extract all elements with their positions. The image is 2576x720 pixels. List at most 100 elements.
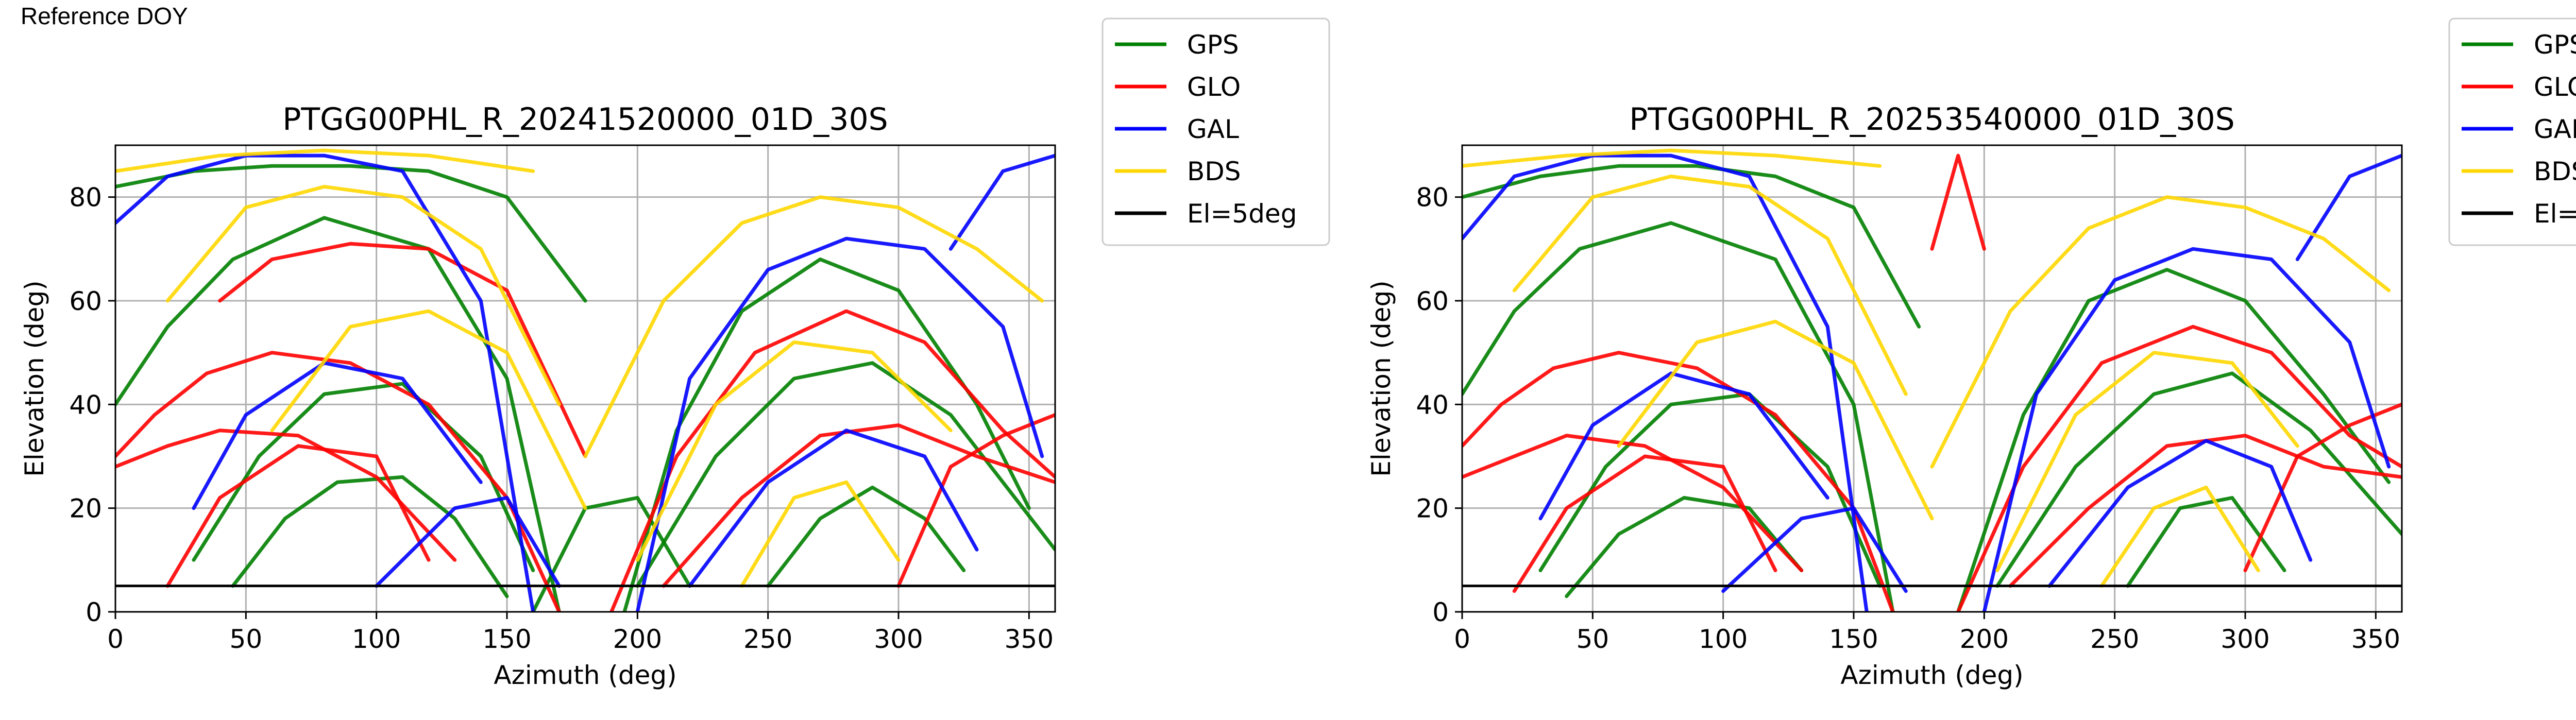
- series-bds-track: [1930, 195, 2391, 469]
- x-tick-label: 300: [2221, 624, 2269, 654]
- x-tick-label: 150: [1829, 624, 1878, 654]
- series-gal-track: [2295, 153, 2402, 261]
- series-bds-track: [583, 195, 1044, 458]
- series-gal-track: [2047, 439, 2313, 588]
- series-bds-track: [270, 309, 587, 510]
- legend-label: GLO: [2534, 72, 2576, 102]
- x-axis-label: Azimuth (deg): [1840, 660, 2023, 690]
- legend-box: [2448, 18, 2576, 246]
- series-bds-track: [1462, 148, 1882, 168]
- series-bds-track: [635, 340, 953, 562]
- series-gps-track: [1462, 164, 1921, 329]
- series-glo-track: [2243, 402, 2402, 572]
- y-tick-label: 20: [69, 494, 102, 524]
- plot-frame: [114, 144, 1056, 613]
- x-tick-label: 150: [482, 624, 531, 654]
- series-glo-track: [218, 242, 587, 458]
- plot-area: [115, 148, 1055, 612]
- series-bds-track: [115, 148, 535, 173]
- chart-title: PTGG00PHL_R_20241520000_01D_30S: [282, 101, 888, 138]
- x-tick-label: 0: [1454, 624, 1470, 654]
- series-gal-track: [115, 153, 535, 612]
- x-tick-label: 250: [743, 624, 792, 654]
- y-tick-label: 40: [1416, 390, 1449, 420]
- series-glo-track: [1512, 454, 1777, 593]
- series-gps-track: [766, 485, 966, 588]
- y-tick-label: 80: [1416, 183, 1449, 213]
- series-gal-track: [375, 496, 561, 588]
- legend: GPS GLO GAL BDS El=5deg: [1101, 18, 1330, 246]
- chart-panel-2: 0 50 100 150 200 250 300 350 0 20 40 60 80 PTGG00PHL_…: [1366, 18, 2576, 690]
- x-tick-label: 250: [2090, 624, 2139, 654]
- legend-label: GPS: [1187, 30, 1239, 60]
- x-tick-label: 50: [230, 624, 263, 654]
- series-bds-track: [740, 480, 901, 588]
- y-tick-label: 0: [1432, 597, 1449, 627]
- series-bds-track: [2099, 485, 2260, 588]
- series-gal-track: [1538, 371, 1829, 521]
- y-tick-label: 80: [69, 183, 102, 213]
- series-glo-track: [115, 351, 561, 612]
- legend-label: GPS: [2534, 30, 2576, 60]
- x-tick-label: 350: [1005, 624, 1054, 654]
- series-gal-track: [1982, 247, 2391, 612]
- series-gps-track: [231, 475, 509, 598]
- reference-doy-label: Reference DOY: [21, 3, 188, 29]
- series-bds-track: [1617, 319, 1934, 521]
- x-tick-label: 300: [874, 624, 923, 654]
- legend-label: GLO: [1187, 72, 1241, 102]
- y-tick-label: 60: [1416, 286, 1449, 316]
- series-gps-track: [635, 361, 1055, 588]
- x-axis-label: Azimuth (deg): [494, 660, 676, 690]
- series-gal-track: [635, 236, 1044, 612]
- x-tick-label: 200: [613, 624, 662, 654]
- series-glo-track: [1462, 351, 1895, 612]
- chart-title: PTGG00PHL_R_20253540000_01D_30S: [1629, 101, 2234, 138]
- legend-label: GAL: [2534, 114, 2576, 144]
- y-tick-label: 0: [86, 597, 102, 627]
- series-gps-track: [531, 496, 692, 612]
- series-gal-track: [948, 153, 1055, 251]
- series-gps-track: [1565, 496, 1804, 598]
- legend-label: GAL: [1187, 114, 1239, 144]
- x-tick-label: 350: [2351, 624, 2400, 654]
- series-gal-track: [1462, 153, 1869, 612]
- y-tick-label: 40: [69, 390, 102, 420]
- x-tick-label: 50: [1577, 624, 1609, 654]
- series-bds-track: [1995, 351, 2299, 572]
- series-glo-track: [1956, 324, 2402, 612]
- x-tick-label: 200: [1960, 624, 2009, 654]
- y-axis-label: Elevation (deg): [20, 280, 49, 476]
- y-axis-label: Elevation (deg): [1366, 280, 1396, 476]
- plot-frame: [1461, 144, 2403, 613]
- series-glo-track: [662, 423, 1055, 588]
- plot-area: [1462, 148, 2402, 612]
- y-tick-label: 20: [1416, 494, 1449, 524]
- series-gal-track: [1721, 506, 1908, 593]
- legend-label: El=5deg: [2534, 199, 2576, 229]
- x-tick-label: 100: [1699, 624, 1748, 654]
- y-tick-label: 60: [69, 286, 102, 316]
- legend-label: El=5deg: [1187, 199, 1297, 229]
- series-gal-track: [688, 428, 979, 588]
- series-gps-track: [1995, 371, 2402, 588]
- chart-panel-1: 0 50 100 150 200 250 300 350 0 20 40 60 80 PTGG00PHL_…: [20, 18, 1330, 690]
- legend: GPS GLO GAL BDS El=5deg: [2448, 18, 2576, 246]
- legend-box: [1101, 18, 1330, 246]
- x-tick-label: 100: [352, 624, 401, 654]
- legend-label: BDS: [1187, 157, 1241, 186]
- series-glo-track: [1930, 153, 1986, 251]
- series-bds-track: [1512, 174, 1908, 396]
- series-glo-track: [1462, 434, 1804, 572]
- series-gps-track: [2126, 496, 2286, 588]
- series-glo-track: [115, 428, 457, 562]
- series-gps-track: [1956, 268, 2391, 612]
- legend-label: BDS: [2534, 157, 2576, 186]
- x-tick-label: 0: [107, 624, 124, 654]
- series-gps-track: [115, 216, 561, 612]
- series-gps-track: [1462, 221, 1895, 612]
- series-glo-track: [896, 413, 1055, 588]
- series-glo-track: [609, 309, 1055, 612]
- series-glo-track: [165, 444, 431, 588]
